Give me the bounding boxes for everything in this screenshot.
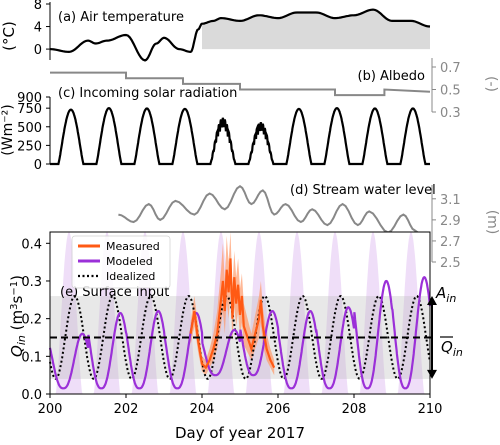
legend-modeled: Modeled: [106, 255, 153, 268]
y-axis-label-e: Qin (m3s−1): [8, 275, 28, 357]
albedo-line: [50, 71, 431, 97]
tick-d-2.9: 2.9: [440, 214, 461, 229]
mean-label: Qin: [441, 338, 463, 359]
axes-frame-e: [49, 231, 431, 395]
panel-a-air-temperature: 0 4 8 (°C) (a) Air temperature: [0, 0, 431, 62]
y-tick-e-0.4: 0.4: [21, 237, 42, 252]
panel-a-title: (a) Air temperature: [58, 10, 184, 25]
tick-c-500: 500: [17, 121, 42, 136]
tick-d-2.5: 2.5: [440, 256, 461, 271]
x-tick-208: 208: [342, 402, 367, 417]
panel-b-albedo: 0.3 0.5 0.7 (-) (b) Albedo: [50, 58, 499, 121]
amplitude-arrow-head-down: [427, 369, 437, 379]
y-tick-e-0.2: 0.2: [21, 313, 42, 328]
legend: Measured Modeled Idealized: [71, 235, 171, 289]
air-temperature-area: [202, 9, 430, 50]
axis-label-a: (°C): [0, 21, 18, 51]
tick-d-3.1: 3.1: [440, 193, 461, 208]
tick-d-2.7: 2.7: [440, 235, 461, 250]
x-tick-210: 210: [418, 402, 443, 417]
tick-b-0.3: 0.3: [440, 106, 461, 121]
panel-e-surface-input: 200 202 204 206 208 210 0.0 0.1 0.2 0.3 0.4 Ain Q…: [8, 231, 463, 442]
tick-a-0: 0: [34, 43, 42, 58]
axis-label-b: (-): [483, 76, 499, 92]
panel-d-stream-water-level: 2.5 2.7 2.9 3.1 (m) (d) Stream water level: [118, 183, 500, 271]
idealized-line: [49, 295, 431, 380]
air-temperature-line: [49, 8, 431, 62]
tick-a-8: 8: [34, 0, 42, 13]
legend-measured: Measured: [106, 240, 160, 253]
tick-c-750: 750: [17, 102, 42, 117]
axis-label-d: (m): [484, 210, 500, 235]
panel-c-title: (c) Incoming solar radiation: [58, 86, 237, 101]
panel-e-title: (e) Surface input: [60, 285, 169, 300]
modeled-line: [48, 275, 432, 390]
tick-a-4: 4: [34, 21, 42, 36]
y-tick-e-0.3: 0.3: [21, 275, 42, 290]
x-tick-206: 206: [266, 402, 291, 417]
amplitude-arrow-head-up: [427, 296, 437, 306]
panel-b-title: (b) Albedo: [358, 69, 426, 84]
axis-label-c: (Wm⁻²): [0, 104, 16, 155]
x-tick-200: 200: [38, 402, 63, 417]
solar-radiation-line: [50, 107, 430, 166]
y-tick-e-0: 0.0: [21, 388, 42, 403]
amplitude-label: Ain: [435, 284, 456, 305]
measured-line: [189, 258, 276, 370]
tick-c-900: 900: [17, 91, 42, 106]
tick-c-250: 250: [17, 139, 42, 154]
tick-b-0.7: 0.7: [440, 61, 461, 76]
x-tick-204: 204: [190, 402, 215, 417]
x-axis-label: Day of year 2017: [175, 424, 305, 442]
y-tick-e-0.1: 0.1: [21, 350, 42, 365]
stream-water-level-line: [118, 184, 431, 253]
legend-idealized: Idealized: [106, 270, 155, 283]
tick-b-0.5: 0.5: [440, 84, 461, 99]
tick-c-0: 0: [34, 158, 42, 173]
x-tick-202: 202: [114, 402, 139, 417]
panel-d-title: (d) Stream water level: [290, 183, 436, 198]
